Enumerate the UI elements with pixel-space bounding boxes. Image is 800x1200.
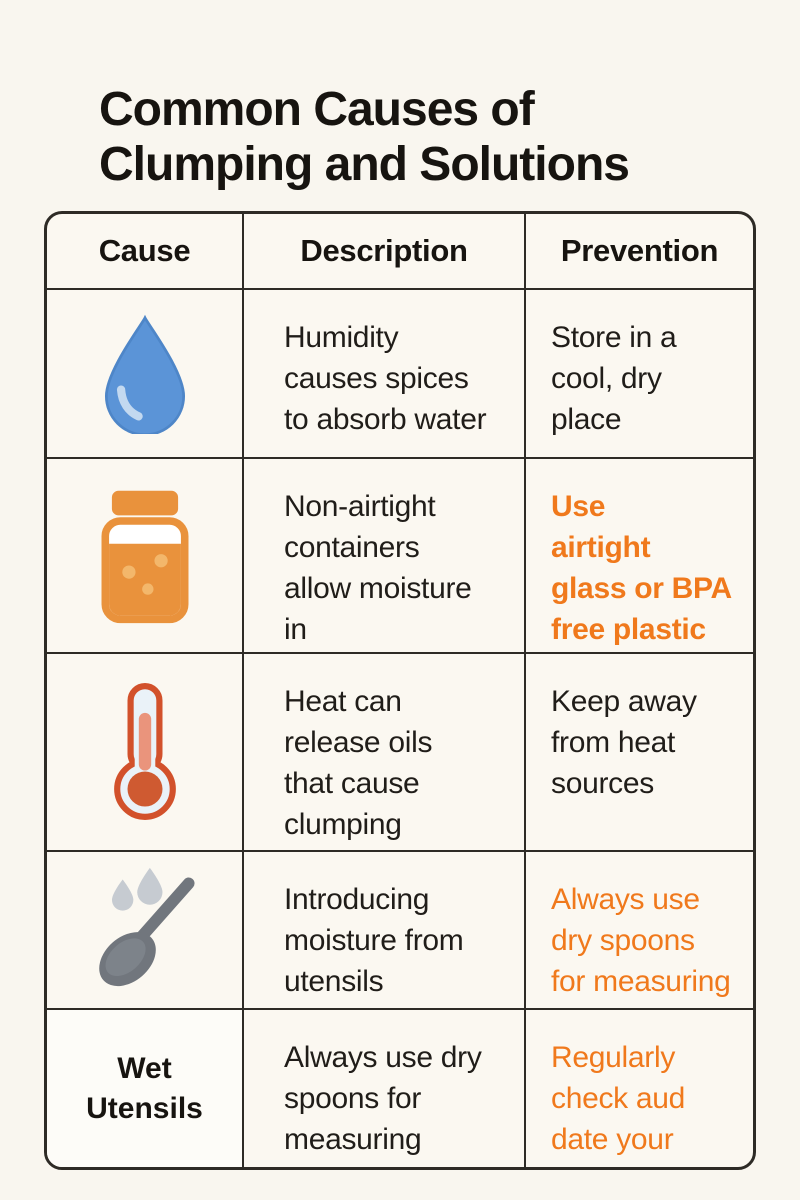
header-prevention-label: Prevention	[560, 233, 719, 268]
table-row-3-prevention-cell: Keep away from heat sources	[526, 654, 753, 852]
table-row-2-cause-cell	[47, 459, 244, 654]
description-text: Heat can release oils that cause clumpin…	[284, 685, 433, 842]
table-row-2-prevention-cell: Use airtight glass or BPA free plastic j…	[526, 459, 753, 654]
header-cause-label: Cause	[98, 233, 191, 268]
table-row-4-description-cell: Introducing moisture from utensils	[244, 852, 526, 1010]
jar-icon	[101, 490, 188, 623]
table-row-1-cause-cell	[47, 290, 244, 459]
header-prevention: Prevention	[526, 214, 753, 290]
cause-text: Wet Utensils	[86, 1051, 203, 1125]
page-title-line1: Common Causes of	[99, 83, 535, 137]
table-row-5-prevention-cell: Regularly check aud date your	[526, 1010, 753, 1167]
prevention-text: Always use dry spoons for measuring	[551, 883, 731, 999]
description-text: Always use dry spoons for measuring	[284, 1041, 482, 1157]
header-cause: Cause	[47, 214, 244, 290]
table-row-4-cause-cell	[47, 852, 244, 1010]
prevention-text: Use airtight glass or BPA free plastic j…	[551, 490, 732, 647]
table-row-3-description-cell: Heat can release oils that cause clumpin…	[244, 654, 526, 852]
clumping-causes-table: Cause Description Prevention Humidity ca…	[44, 211, 756, 1170]
page-title-line2: Clumping and Solutions	[99, 138, 630, 192]
prevention-text: Store in a cool, dry place	[551, 321, 677, 437]
table-row-1-prevention-cell: Store in a cool, dry place	[526, 290, 753, 459]
table-row-3-cause-cell	[47, 654, 244, 852]
table-row-4-prevention-cell: Always use dry spoons for measuring	[526, 852, 753, 1010]
spoon-drops-icon	[98, 867, 195, 987]
description-text: Introducing moisture from utensils	[284, 883, 464, 999]
header-description: Description	[244, 214, 526, 290]
header-description-label: Description	[300, 233, 468, 268]
description-text: Humidity causes spices to absorb water	[284, 321, 487, 437]
table-row-2-description-cell: Non-airtight containers allow moisture i…	[244, 459, 526, 654]
table-row-5-cause-cell: Wet Utensils	[47, 1010, 244, 1167]
prevention-text: Keep away from heat sources	[551, 685, 697, 801]
thermometer-icon	[113, 683, 176, 820]
water-drop-icon	[104, 314, 185, 434]
prevention-text: Regularly check aud date your	[551, 1041, 686, 1157]
table-row-1-description-cell: Humidity causes spices to absorb water	[244, 290, 526, 459]
description-text: Non-airtight containers allow moisture i…	[284, 490, 472, 647]
page-title: Common Causes of Clumping and Solutions	[99, 82, 739, 192]
table-row-5-description-cell: Always use dry spoons for measuring	[244, 1010, 526, 1167]
